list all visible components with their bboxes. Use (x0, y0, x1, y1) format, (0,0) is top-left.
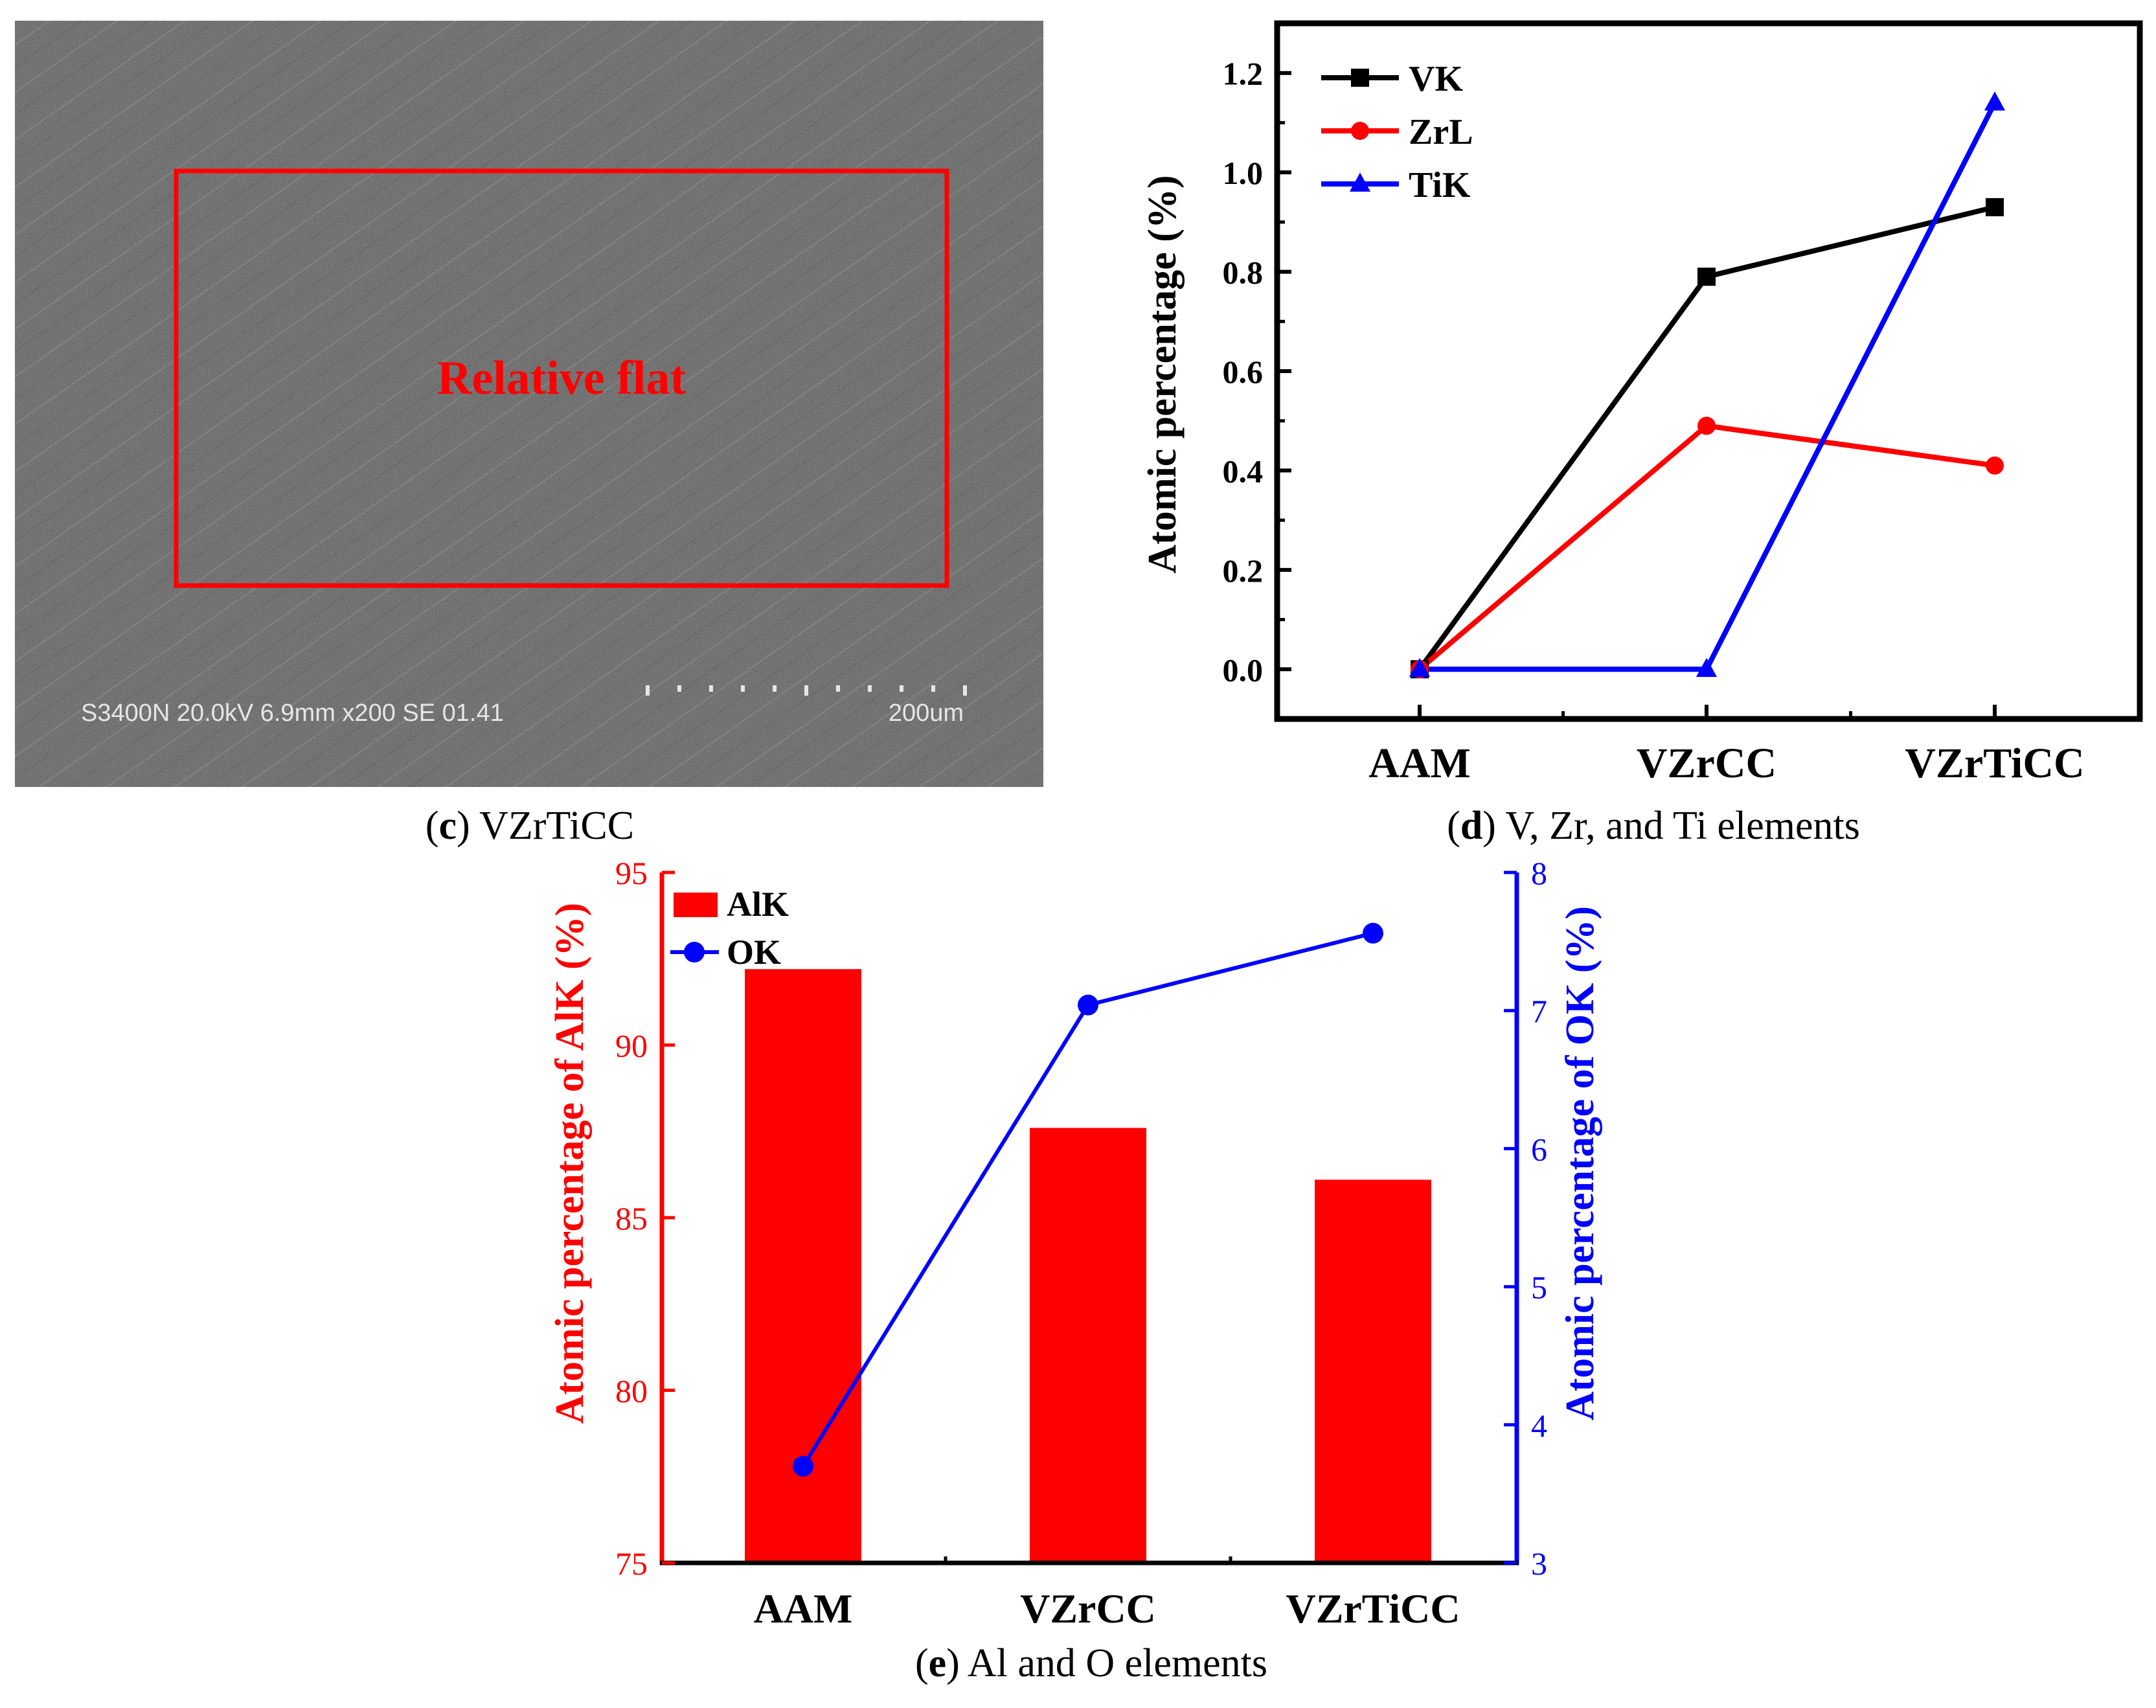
chart-e-ylabel-left: Atomic percentage of AlK (%) (548, 903, 592, 1424)
chart-e-ytick-left-label: 85 (615, 1200, 648, 1236)
scale-bar-tick (931, 685, 935, 692)
sem-info-text: S3400N 20.0kV 6.9mm x200 SE 01.41 (81, 700, 504, 727)
chart-e-xtick-label: VZrCC (1020, 1586, 1156, 1632)
chart-d-ytick-label: 1.2 (1223, 56, 1264, 92)
sem-texture-noise (15, 21, 1043, 787)
chart-e-xtick-label: VZrTiCC (1286, 1586, 1460, 1632)
chart-e: 75 80 85 90 95 3 4 5 6 7 8 AAM VZrCC VZrTiCC AlK OK At… (548, 855, 1602, 1632)
chart-e-ytick-right-label: 7 (1531, 993, 1547, 1029)
chart-e-point-ok (1363, 922, 1383, 944)
chart-e-axes: 75 80 85 90 95 3 4 5 6 7 8 AAM VZrCC VZrTiCC (615, 855, 1547, 1632)
flat-region-box (174, 168, 949, 588)
chart-d-ytick-label: 1.0 (1223, 155, 1264, 191)
chart-e-ytick-right-label: 8 (1531, 855, 1547, 891)
scale-bar-tick (677, 685, 681, 692)
chart-d-legend-marker (1351, 69, 1369, 87)
chart-d-line-tik (1420, 101, 1997, 672)
scale-bar-tick (646, 685, 650, 696)
chart-e-legend-label-alk: AlK (727, 885, 789, 924)
scale-bar-tick (709, 685, 713, 692)
scale-bar-tick (963, 685, 967, 696)
chart-d-ytick-label: 0.6 (1223, 354, 1264, 390)
chart-d-legend-label: TiK (1409, 165, 1471, 205)
chart-d-ytick-label: 0.2 (1223, 552, 1264, 589)
chart-d-ticks: 0.0 0.2 0.4 0.6 0.8 1.0 1.2 AAM VZrCC VZrTiCC (1223, 56, 2085, 787)
chart-e-point-ok (1078, 994, 1098, 1016)
chart-d-point-vk (1986, 198, 2004, 216)
chart-d-ytick-label: 0.4 (1223, 453, 1264, 489)
scale-bar-tick (773, 685, 777, 692)
chart-d-series (1409, 91, 2006, 679)
chart-d-frame (1274, 20, 2143, 722)
caption-d: (d) V, Zr, and Ti elements (1447, 804, 1860, 848)
chart-e-ytick-left-label: 95 (615, 855, 648, 891)
chart-d-ytick-label: 0.8 (1223, 255, 1264, 291)
chart-d-point-zrl (1986, 456, 2004, 475)
chart-d-legend-marker (1351, 122, 1369, 140)
chart-d-xtick-label: VZrCC (1637, 740, 1776, 787)
caption-e-letter: e (929, 1641, 947, 1685)
caption-c: (c) VZrTiCC (426, 804, 634, 848)
chart-d-legend-label: VK (1409, 59, 1463, 99)
chart-d-ytick-label: 0.0 (1223, 652, 1264, 688)
chart-e-legend: AlK OK (670, 885, 789, 972)
scale-bar-tick (900, 685, 903, 692)
chart-e-line (793, 922, 1383, 1477)
chart-e-ytick-right-label: 4 (1531, 1407, 1547, 1444)
caption-e-text: Al and O elements (968, 1641, 1267, 1685)
chart-e-ylabel-right: Atomic percentage of OK (%) (1558, 906, 1602, 1420)
caption-d-text: V, Zr, and Ti elements (1505, 804, 1860, 848)
chart-e-ytick-right-label: 3 (1531, 1545, 1547, 1582)
chart-e-legend-swatch-alk (674, 893, 718, 917)
scale-bar-tick (804, 685, 808, 696)
caption-e: (e) Al and O elements (915, 1641, 1267, 1685)
chart-d-legend: VK ZrL TiK (1321, 59, 1473, 205)
chart-e-ytick-left-label: 80 (615, 1373, 648, 1409)
scale-bar-tick (741, 685, 745, 692)
chart-e-bar-alk (1315, 1179, 1431, 1563)
chart-d-point-tik (1696, 657, 1718, 678)
chart-e-ytick-right-label: 5 (1531, 1270, 1547, 1306)
scale-bar-tick (868, 685, 872, 692)
caption-c-text: VZrTiCC (479, 804, 634, 848)
chart-d-point-vk (1697, 268, 1716, 286)
chart-d-ylabel: Atomic percentage (%) (1140, 175, 1185, 573)
chart-d-point-tik (1409, 657, 1431, 678)
chart-e-bars (745, 969, 1431, 1563)
chart-e-ytick-left-label: 75 (615, 1545, 648, 1582)
scale-bar-label: 200um (889, 700, 964, 727)
scale-bar-tick (836, 685, 840, 692)
chart-e-legend-label-ok: OK (727, 933, 781, 972)
sem-panel: Relative flat S3400N 20.0kV 6.9mm x200 S… (15, 21, 1043, 787)
chart-d-point-tik (1984, 91, 2006, 111)
chart-e-ytick-left-label: 90 (615, 1028, 648, 1064)
chart-d-xtick-label: VZrTiCC (1905, 740, 2084, 787)
chart-e-bar-alk (1030, 1128, 1146, 1563)
chart-d-legend-marker (1349, 172, 1371, 192)
chart-e-xtick-label: AAM (754, 1586, 853, 1632)
scale-bar (646, 685, 967, 696)
chart-d: 0.0 0.2 0.4 0.6 0.8 1.0 1.2 AAM VZrCC VZrTiCC VK Z… (1140, 20, 2143, 787)
caption-c-letter: c (439, 804, 457, 848)
chart-e-legend-marker-ok (684, 942, 705, 962)
flat-region-label: Relative flat (437, 352, 687, 405)
chart-d-legend-label: ZrL (1409, 112, 1473, 152)
chart-d-xtick-label: AAM (1368, 740, 1471, 787)
chart-e-point-ok (793, 1455, 813, 1477)
chart-d-point-zrl (1697, 416, 1716, 435)
chart-e-ytick-right-label: 6 (1531, 1131, 1547, 1167)
caption-d-letter: d (1460, 804, 1482, 848)
